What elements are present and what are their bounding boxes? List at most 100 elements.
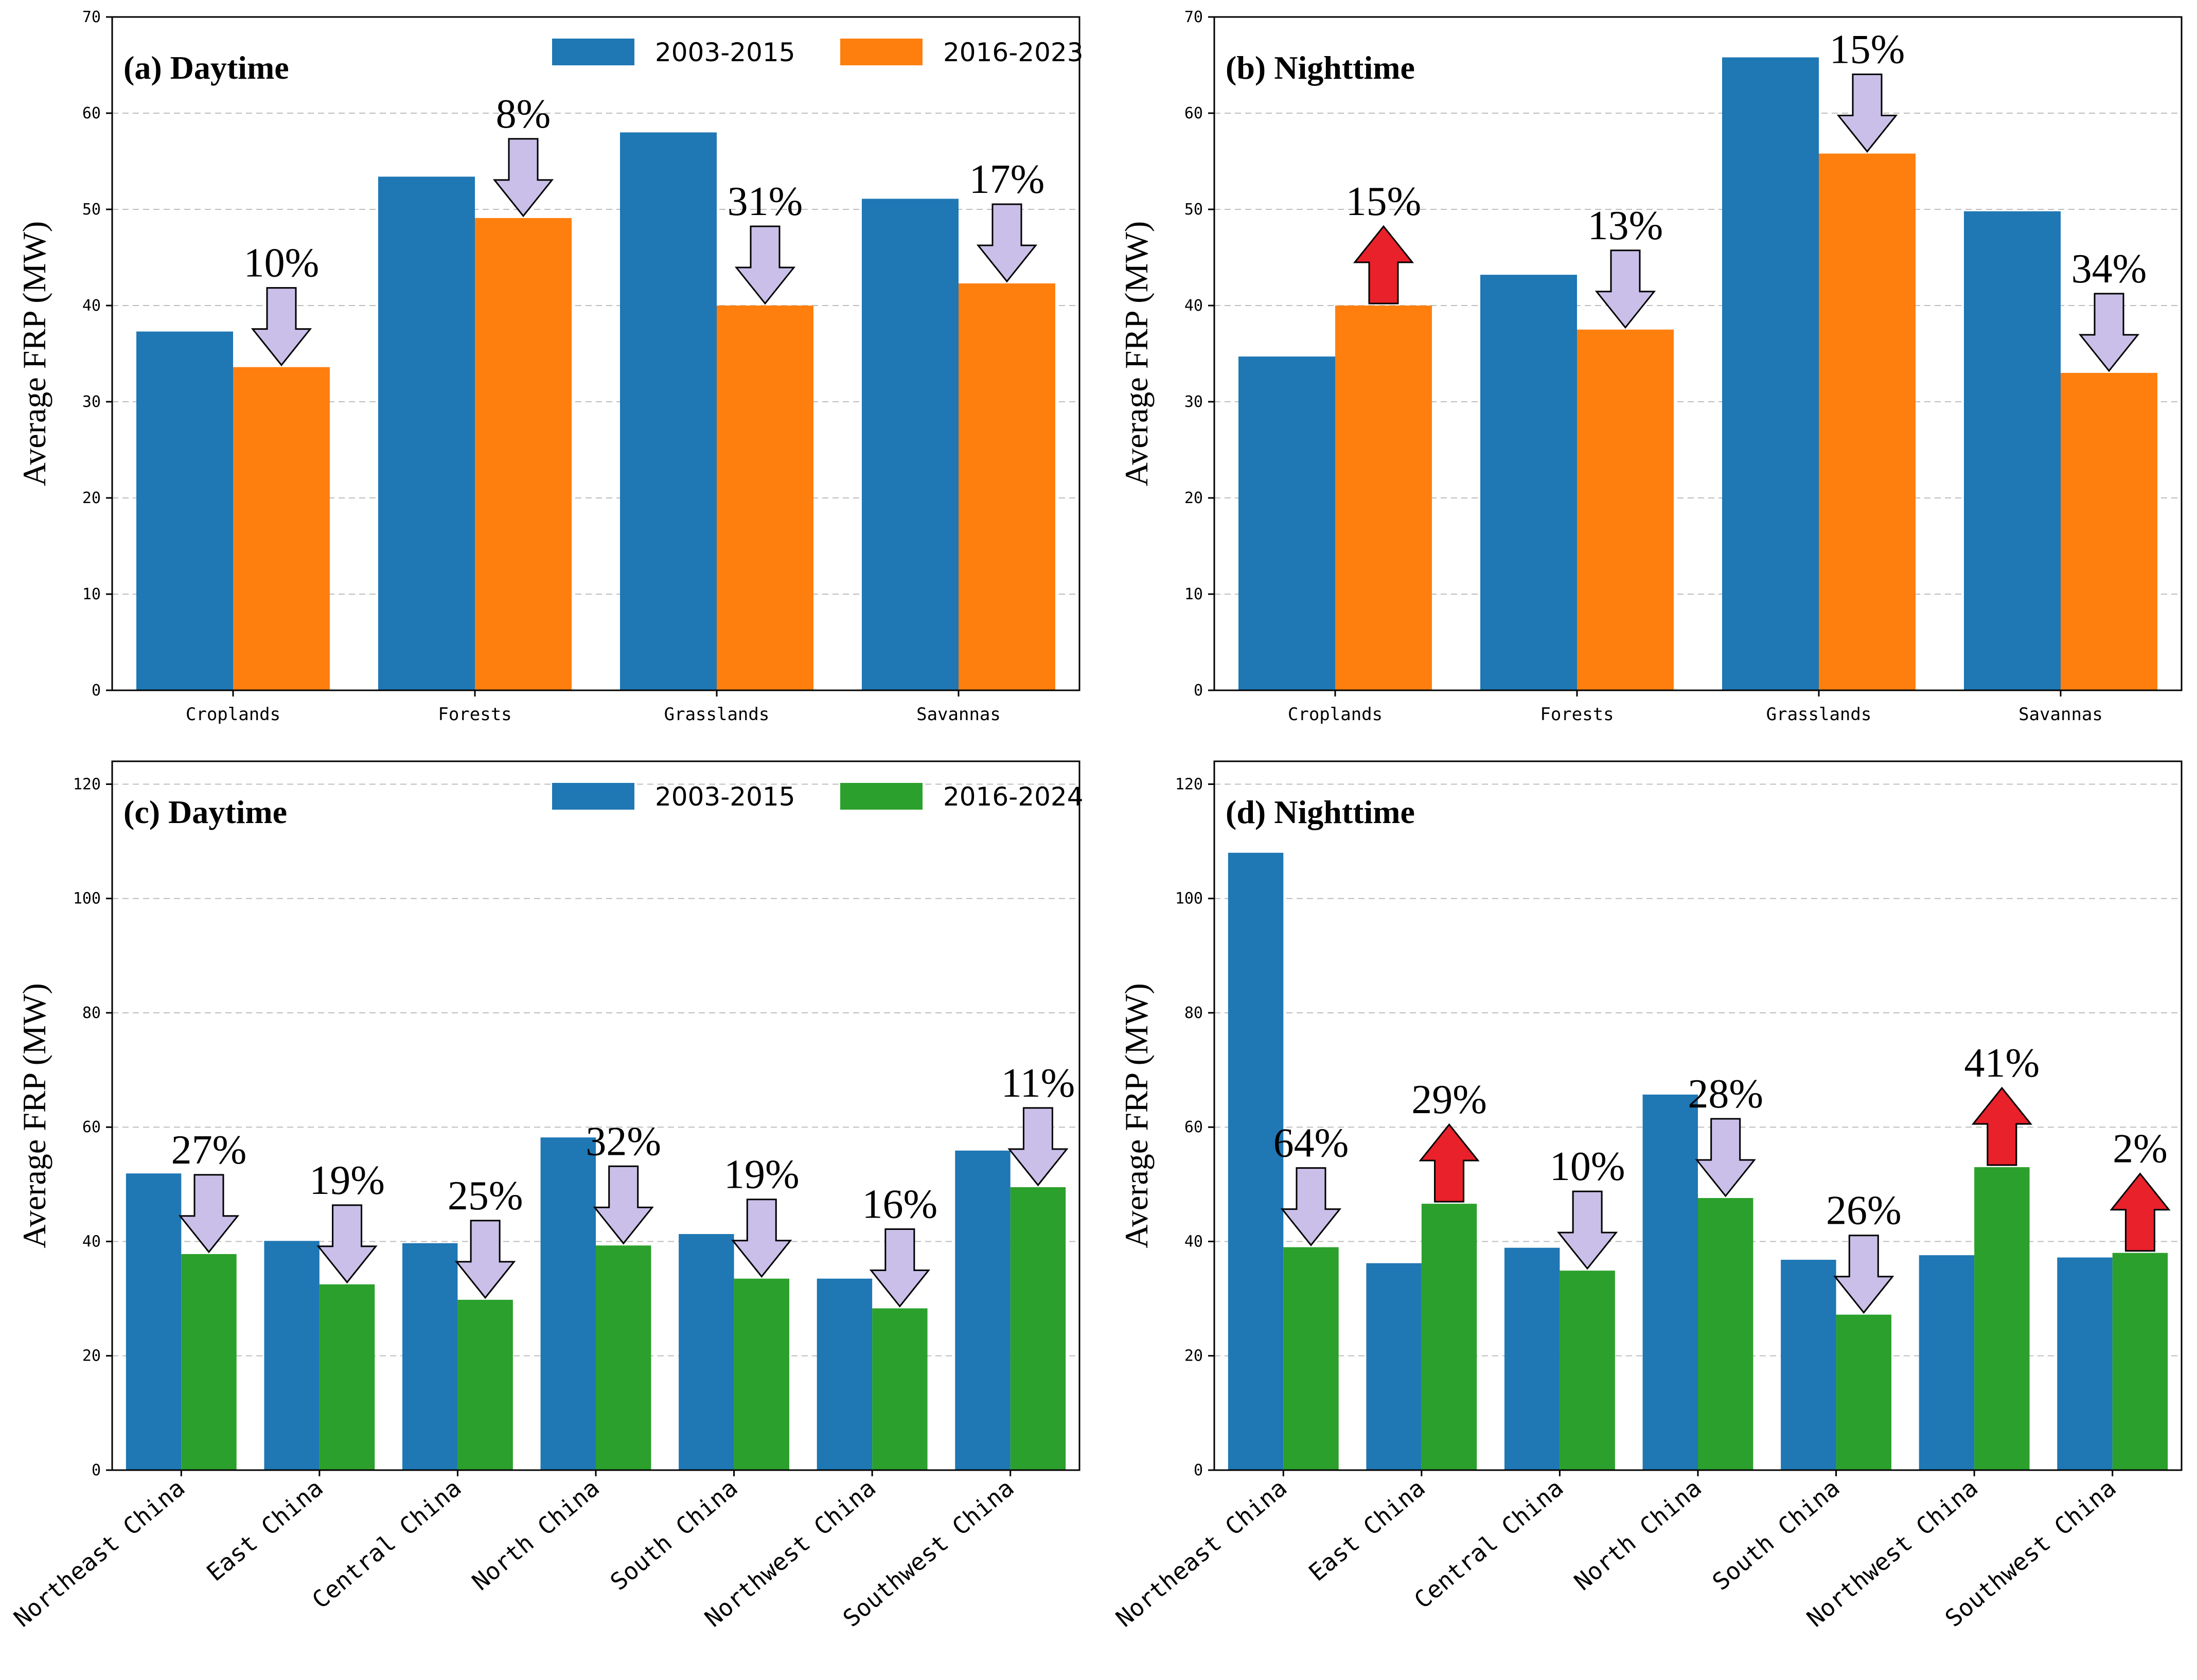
y-tick-label: 70 xyxy=(82,8,101,26)
y-axis-label: Average FRP (MW) xyxy=(1118,221,1155,486)
arrow-down-icon xyxy=(251,287,312,367)
arrow-down-icon xyxy=(316,1204,378,1284)
legend-label: 2016-2023 xyxy=(943,38,1084,67)
x-tick-label: Forests xyxy=(1540,704,1614,725)
arrow-up-icon xyxy=(1353,225,1414,305)
x-tick-label: North China xyxy=(467,1474,605,1596)
bar-2003-2015 xyxy=(862,199,959,690)
arrow-down-icon xyxy=(593,1165,654,1245)
bar-2003-2015 xyxy=(402,1243,458,1470)
legend-swatch xyxy=(840,783,923,810)
percent-change-label: 64% xyxy=(1273,1121,1349,1166)
panel-d-nighttime-regions: 0 20 40 60 80 100 120 Average FRP (MW) Northeast… xyxy=(1110,760,2183,1632)
arrow-down-icon xyxy=(731,1199,792,1278)
percent-change-label: 15% xyxy=(1346,179,1422,224)
y-tick-label: 120 xyxy=(73,775,101,793)
y-tick-label: 40 xyxy=(82,297,101,315)
bar-2003-2015 xyxy=(2057,1257,2113,1470)
y-tick-label: 60 xyxy=(1184,104,1203,122)
y-tick-label: 20 xyxy=(82,1347,101,1365)
arrow-up-icon xyxy=(1419,1123,1480,1203)
y-tick-label: 50 xyxy=(82,201,101,219)
bar-2003-2015 xyxy=(955,1150,1011,1470)
bar-2003-2015 xyxy=(1642,1094,1698,1470)
percent-change-label: 26% xyxy=(1826,1188,1902,1234)
bar-recent-period xyxy=(596,1245,651,1470)
x-tick-label: East China xyxy=(201,1474,328,1586)
y-tick-label: 80 xyxy=(82,1004,101,1022)
y-tick-label: 0 xyxy=(92,1461,101,1479)
bar-recent-period xyxy=(1836,1314,1891,1470)
bar-2003-2015 xyxy=(620,132,717,690)
x-tick-label: Central China xyxy=(307,1474,467,1614)
y-tick-label: 40 xyxy=(1184,1232,1203,1250)
bar-2003-2015 xyxy=(1228,852,1284,1470)
x-tick-label: Savannas xyxy=(916,704,1001,725)
bar-2003-2015 xyxy=(264,1241,320,1470)
bar-2003-2015 xyxy=(1366,1263,1422,1470)
y-tick-label: 50 xyxy=(1184,201,1203,219)
percent-change-label: 16% xyxy=(862,1182,938,1227)
bar-recent-period xyxy=(319,1284,375,1470)
percent-change-label: 10% xyxy=(244,241,320,286)
y-tick-label: 70 xyxy=(1184,8,1203,26)
percent-change-label: 13% xyxy=(1588,203,1663,248)
panel-a-daytime-landcover: 0 10 20 30 40 50 60 70 Average FRP (MW) Croplands… xyxy=(16,8,1084,725)
percent-change-label: 10% xyxy=(1550,1144,1625,1189)
y-tick-label: 100 xyxy=(73,890,101,908)
panel-b-nighttime-landcover: 0 10 20 30 40 50 60 70 Average FRP (MW) Croplands… xyxy=(1118,8,2183,725)
plot-frame xyxy=(1213,16,2183,691)
percent-change-label: 8% xyxy=(496,92,551,137)
x-tick-label: Croplands xyxy=(1288,704,1383,725)
bar-2003-2015 xyxy=(136,331,233,690)
legend-swatch xyxy=(840,39,923,65)
y-tick-label: 10 xyxy=(82,585,101,603)
percent-change-label: 32% xyxy=(586,1119,661,1164)
x-tick-label: Forests xyxy=(438,704,511,725)
arrow-up-icon xyxy=(1971,1086,2032,1166)
x-tick-label: Central China xyxy=(1409,1474,1569,1614)
bar-recent-period xyxy=(1560,1271,1615,1470)
arrow-down-icon xyxy=(1695,1118,1756,1198)
percent-change-label: 19% xyxy=(724,1152,800,1198)
percent-change-label: 41% xyxy=(1964,1041,2040,1086)
y-tick-label: 60 xyxy=(82,104,101,122)
y-tick-label: 20 xyxy=(82,489,101,507)
y-tick-label: 40 xyxy=(1184,297,1203,315)
arrow-down-icon xyxy=(734,225,796,305)
y-tick-label: 20 xyxy=(1184,489,1203,507)
bar-2003-2015 xyxy=(817,1278,873,1470)
x-tick-label: South China xyxy=(1707,1474,1845,1596)
x-tick-label: Savannas xyxy=(2018,704,2103,725)
bar-recent-period xyxy=(2112,1253,2168,1470)
y-axis-label: Average FRP (MW) xyxy=(16,221,52,486)
panel-title: (b) Nighttime xyxy=(1226,49,1415,86)
x-tick-label: Croplands xyxy=(186,704,280,725)
arrow-down-icon xyxy=(1557,1190,1618,1270)
y-tick-label: 60 xyxy=(82,1118,101,1136)
percent-change-label: 19% xyxy=(309,1158,385,1203)
y-tick-label: 40 xyxy=(82,1232,101,1250)
bar-recent-period xyxy=(717,306,813,690)
bar-recent-period xyxy=(2061,372,2157,690)
bar-recent-period xyxy=(872,1308,928,1470)
percent-change-label: 28% xyxy=(1688,1071,1763,1117)
y-tick-label: 60 xyxy=(1184,1118,1203,1136)
y-tick-label: 0 xyxy=(1194,1461,1203,1479)
x-tick-label: East China xyxy=(1303,1474,1430,1586)
legend-swatch xyxy=(552,783,634,810)
arrow-down-icon xyxy=(492,138,554,218)
percent-change-label: 31% xyxy=(728,179,803,224)
percent-change-label: 34% xyxy=(2071,246,2147,292)
percent-change-label: 17% xyxy=(969,157,1045,202)
plot-frame xyxy=(111,16,1080,691)
bar-recent-period xyxy=(1283,1247,1339,1470)
bar-2003-2015 xyxy=(378,176,475,690)
panel-title: (a) Daytime xyxy=(123,49,289,86)
arrow-down-icon xyxy=(869,1228,930,1308)
bar-recent-period xyxy=(457,1299,513,1470)
bar-recent-period xyxy=(233,367,330,690)
plot-frame xyxy=(111,760,1080,1471)
y-tick-label: 20 xyxy=(1184,1347,1203,1365)
bar-2003-2015 xyxy=(1781,1260,1836,1470)
